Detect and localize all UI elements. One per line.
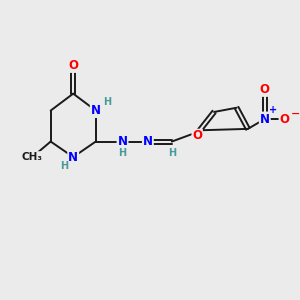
Text: O: O bbox=[260, 83, 270, 96]
Text: CH₃: CH₃ bbox=[22, 152, 43, 162]
Text: H: H bbox=[60, 161, 68, 171]
Text: O: O bbox=[68, 59, 78, 72]
Text: −: − bbox=[290, 108, 300, 118]
Text: O: O bbox=[192, 129, 202, 142]
Text: N: N bbox=[118, 135, 128, 148]
Text: H: H bbox=[103, 97, 112, 107]
Text: H: H bbox=[168, 148, 176, 158]
Text: O: O bbox=[280, 112, 290, 125]
Text: N: N bbox=[143, 135, 153, 148]
Text: +: + bbox=[268, 105, 277, 115]
Text: N: N bbox=[260, 112, 270, 125]
Text: N: N bbox=[68, 151, 78, 164]
Text: N: N bbox=[91, 104, 101, 117]
Text: H: H bbox=[118, 148, 126, 158]
